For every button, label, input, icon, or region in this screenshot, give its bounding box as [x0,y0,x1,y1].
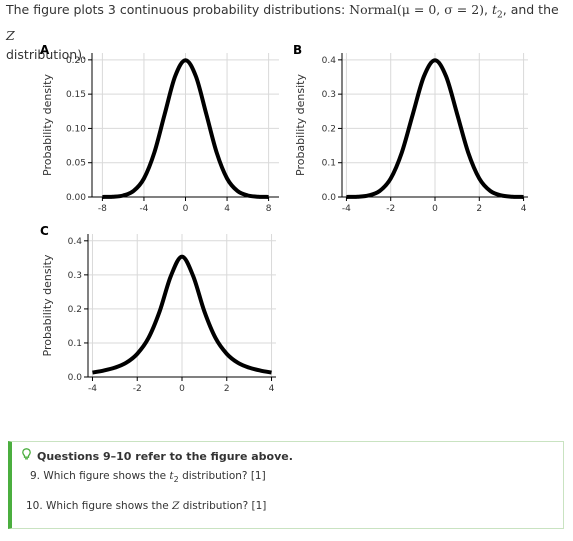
panel-b-x-tick-label: -2 [386,204,395,214]
panel-a-x-tick-label: 0 [183,204,189,214]
panel-a-y-tick-label: 0.05 [66,159,86,169]
panel-c-y-label: Probability density [41,254,54,356]
panel-a-y-tick-label: 0.10 [66,124,86,134]
intro-and-the: , and the [502,2,559,17]
question-10-suffix: distribution? [1] [179,500,267,512]
panel-c-y-tick-label: 0.2 [68,305,82,315]
panel-a-density-curve [102,58,269,199]
panel-b-x-tick-label: 2 [476,204,482,214]
panel-a-x-tick-label: 4 [224,204,230,214]
panel-a-y-tick-label: 0.20 [66,56,86,66]
panel-c-y-tick-label: 0.3 [68,271,82,281]
panel-c-y-tick-label: 0.4 [68,237,83,247]
panel-b-y-tick-label: 0.3 [322,90,336,100]
panel-a-x-tick-label: 8 [266,204,272,214]
panel-b-y-tick-label: 0.1 [322,159,336,169]
panel-c-x-tick-label: 0 [179,384,185,394]
panel-c-x-tick-label: 4 [269,384,275,394]
questions-header: Questions 9–10 refer to the figure above… [22,448,293,463]
panel-c-y-tick-label: 0.1 [68,339,82,349]
charts-figure: -8 -4 0 4 80.000.050.100.150.20AProbability … [40,44,528,394]
panel-a-y-label: Probability density [41,74,54,176]
panel-b-x-tick-label: 4 [521,204,527,214]
question-10-prefix: 10. Which figure shows the [26,500,173,512]
figure-intro-text: The figure plots 3 continuous probabilit… [6,2,559,62]
panel-c-x-tick-label: 2 [224,384,230,394]
question-9-t: t [169,470,174,482]
question-9-prefix: 9. Which figure shows the [30,470,170,482]
panel-c-density-curve [92,254,272,375]
panel-a-x-tick-label: -8 [98,204,107,214]
panel-b-y-tick-label: 0.2 [322,124,336,134]
panel-c-y-tick-label: 0.0 [68,373,83,383]
intro-prefix: The figure plots 3 continuous probabilit… [6,2,350,17]
panel-b-y-label: Probability density [294,74,307,176]
panel-b-y-tick-label: 0.0 [322,193,337,203]
question-9-suffix: distribution? [1] [178,470,266,482]
panel-c-x-tick-label: -4 [88,384,97,394]
panel-b-x-tick-label: 0 [432,204,438,214]
t-dist-letter: t [491,2,498,17]
panel-a-x-tick-label: -4 [139,204,148,214]
questions-callout: Questions 9–10 refer to the figure above… [8,441,564,529]
lightbulb-icon [22,448,32,463]
normal-word: Normal [349,2,397,17]
normal-params: (μ = 0, σ = 2) [396,2,485,17]
question-10: 10. Which figure shows the Z distributio… [26,500,266,512]
panel-a-y-tick-label: 0.15 [66,90,86,100]
panel-c-letter: C [40,224,49,238]
panel-b-letter: B [293,44,302,57]
question-10-z: Z [172,500,180,512]
t-dist-subscript: 2 [497,10,503,21]
panel-c-x-tick-label: -2 [133,384,142,394]
question-9-subscript: 2 [173,475,179,485]
panel-b-x-tick-label: -4 [342,204,351,214]
questions-header-text: Questions 9–10 refer to the figure above… [37,450,293,463]
panel-a-letter: A [40,44,50,57]
panel-b-y-tick-label: 0.4 [322,56,337,66]
panel-b-density-curve [346,58,524,199]
panel-a-y-tick-label: 0.00 [66,193,86,203]
z-letter: Z [6,27,15,43]
question-9: 9. Which figure shows the t2 distributio… [30,470,266,484]
intro-suffix: distribution). [6,46,87,62]
